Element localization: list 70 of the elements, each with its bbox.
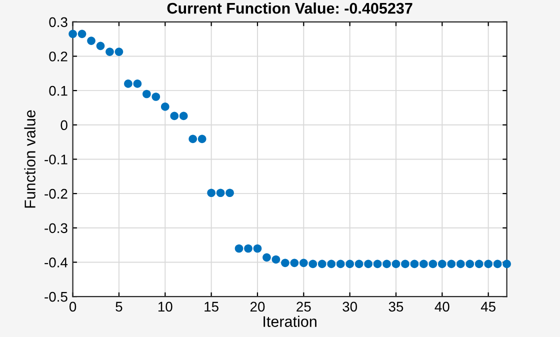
point xyxy=(272,255,280,264)
point xyxy=(373,260,382,268)
y-tick-label: 0.1 xyxy=(49,86,68,96)
x-tick-label: 25 xyxy=(296,302,311,312)
point xyxy=(68,30,77,38)
y-tick-label: 0 xyxy=(60,120,68,130)
point xyxy=(234,244,244,253)
point xyxy=(382,260,391,268)
point xyxy=(114,48,124,56)
point xyxy=(133,80,142,88)
point xyxy=(78,30,86,38)
point xyxy=(502,260,511,268)
point xyxy=(226,188,234,198)
x-tick-label: 0 xyxy=(69,302,76,312)
point xyxy=(466,260,474,268)
y-tick-label: -0.1 xyxy=(44,154,68,164)
point xyxy=(299,258,308,268)
point xyxy=(142,90,151,98)
point xyxy=(198,134,206,144)
point xyxy=(493,260,502,268)
point xyxy=(87,36,96,45)
x-tick-label: 35 xyxy=(388,302,404,312)
point xyxy=(160,102,170,111)
point xyxy=(392,260,400,268)
x-tick-label: 5 xyxy=(116,302,122,312)
point xyxy=(318,260,326,268)
point xyxy=(96,42,105,50)
point xyxy=(354,260,364,268)
point xyxy=(253,244,262,253)
y-tick-label: 0.3 xyxy=(49,17,68,28)
point xyxy=(290,258,299,268)
x-tick-label: 30 xyxy=(342,302,358,312)
point xyxy=(420,260,428,268)
point xyxy=(152,92,160,101)
point xyxy=(188,134,198,144)
y-tick-label: -0.4 xyxy=(44,258,68,268)
point xyxy=(308,260,318,268)
x-tick-label: 45 xyxy=(480,302,496,312)
point xyxy=(456,260,465,268)
y-tick-label: -0.2 xyxy=(44,188,68,199)
point xyxy=(179,112,188,120)
x-tick-label: 10 xyxy=(158,302,172,312)
point xyxy=(216,188,225,198)
y-axis-title: Function value xyxy=(24,110,36,208)
point xyxy=(410,260,419,268)
point xyxy=(281,258,290,268)
point xyxy=(474,260,484,268)
x-tick-label: 20 xyxy=(250,302,265,312)
point xyxy=(484,260,492,268)
point xyxy=(106,48,114,56)
point xyxy=(401,260,410,268)
x-tick-label: 15 xyxy=(204,302,218,312)
point xyxy=(428,260,438,268)
point xyxy=(170,112,179,120)
point xyxy=(207,188,216,198)
point xyxy=(244,244,252,253)
point xyxy=(447,260,456,268)
y-tick-label: -0.3 xyxy=(44,223,68,234)
point xyxy=(346,260,354,268)
y-tick-label: 0.2 xyxy=(49,52,68,62)
chart-title: Current Function Value: -0.405237 xyxy=(167,2,412,14)
x-axis-title: Iteration xyxy=(264,316,316,327)
point xyxy=(124,80,132,88)
point xyxy=(438,260,446,268)
y-tick-label: -0.5 xyxy=(44,292,68,302)
point xyxy=(327,260,336,268)
point xyxy=(336,260,345,268)
point xyxy=(364,260,372,268)
point xyxy=(262,253,271,262)
x-tick-label: 40 xyxy=(434,302,450,312)
